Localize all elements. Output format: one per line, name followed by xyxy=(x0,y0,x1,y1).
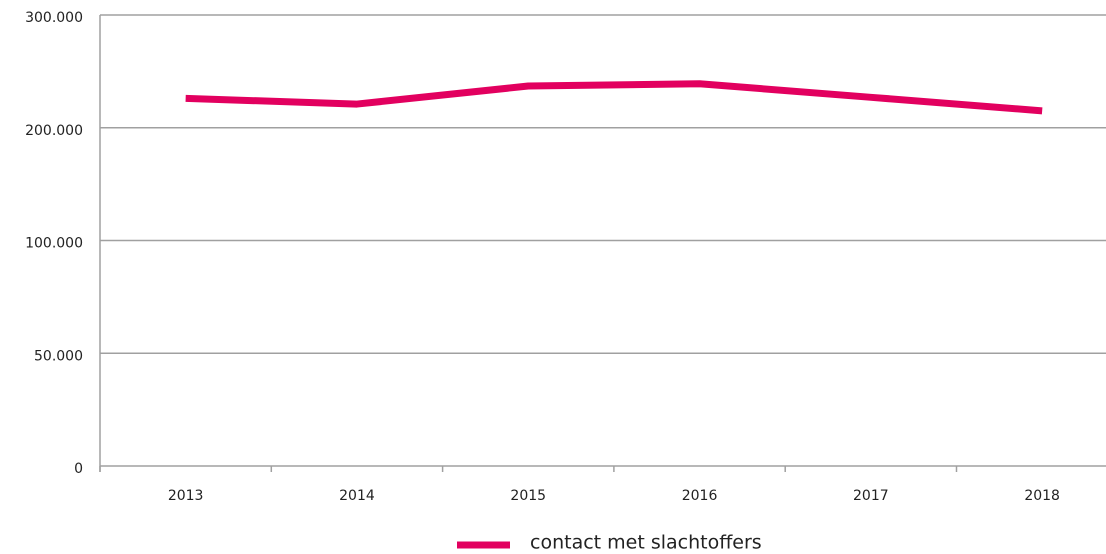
x-tick-label: 2015 xyxy=(510,488,546,504)
x-tick-label: 2016 xyxy=(682,488,718,504)
legend-label: contact met slachtoffers xyxy=(530,532,762,554)
x-tick-label: 2017 xyxy=(853,488,889,504)
y-tick-label: 300.000 xyxy=(25,10,83,26)
y-tick-label: 0 xyxy=(74,461,83,477)
y-tick-label: 200.000 xyxy=(25,123,83,139)
x-tick-label: 2014 xyxy=(339,488,375,504)
y-tick-label: 100.000 xyxy=(25,236,83,252)
y-tick-label: 50.000 xyxy=(34,348,83,364)
series-line xyxy=(185,80,1043,115)
x-tick-label: 2013 xyxy=(168,488,204,504)
x-tick-label: 2018 xyxy=(1024,488,1060,504)
